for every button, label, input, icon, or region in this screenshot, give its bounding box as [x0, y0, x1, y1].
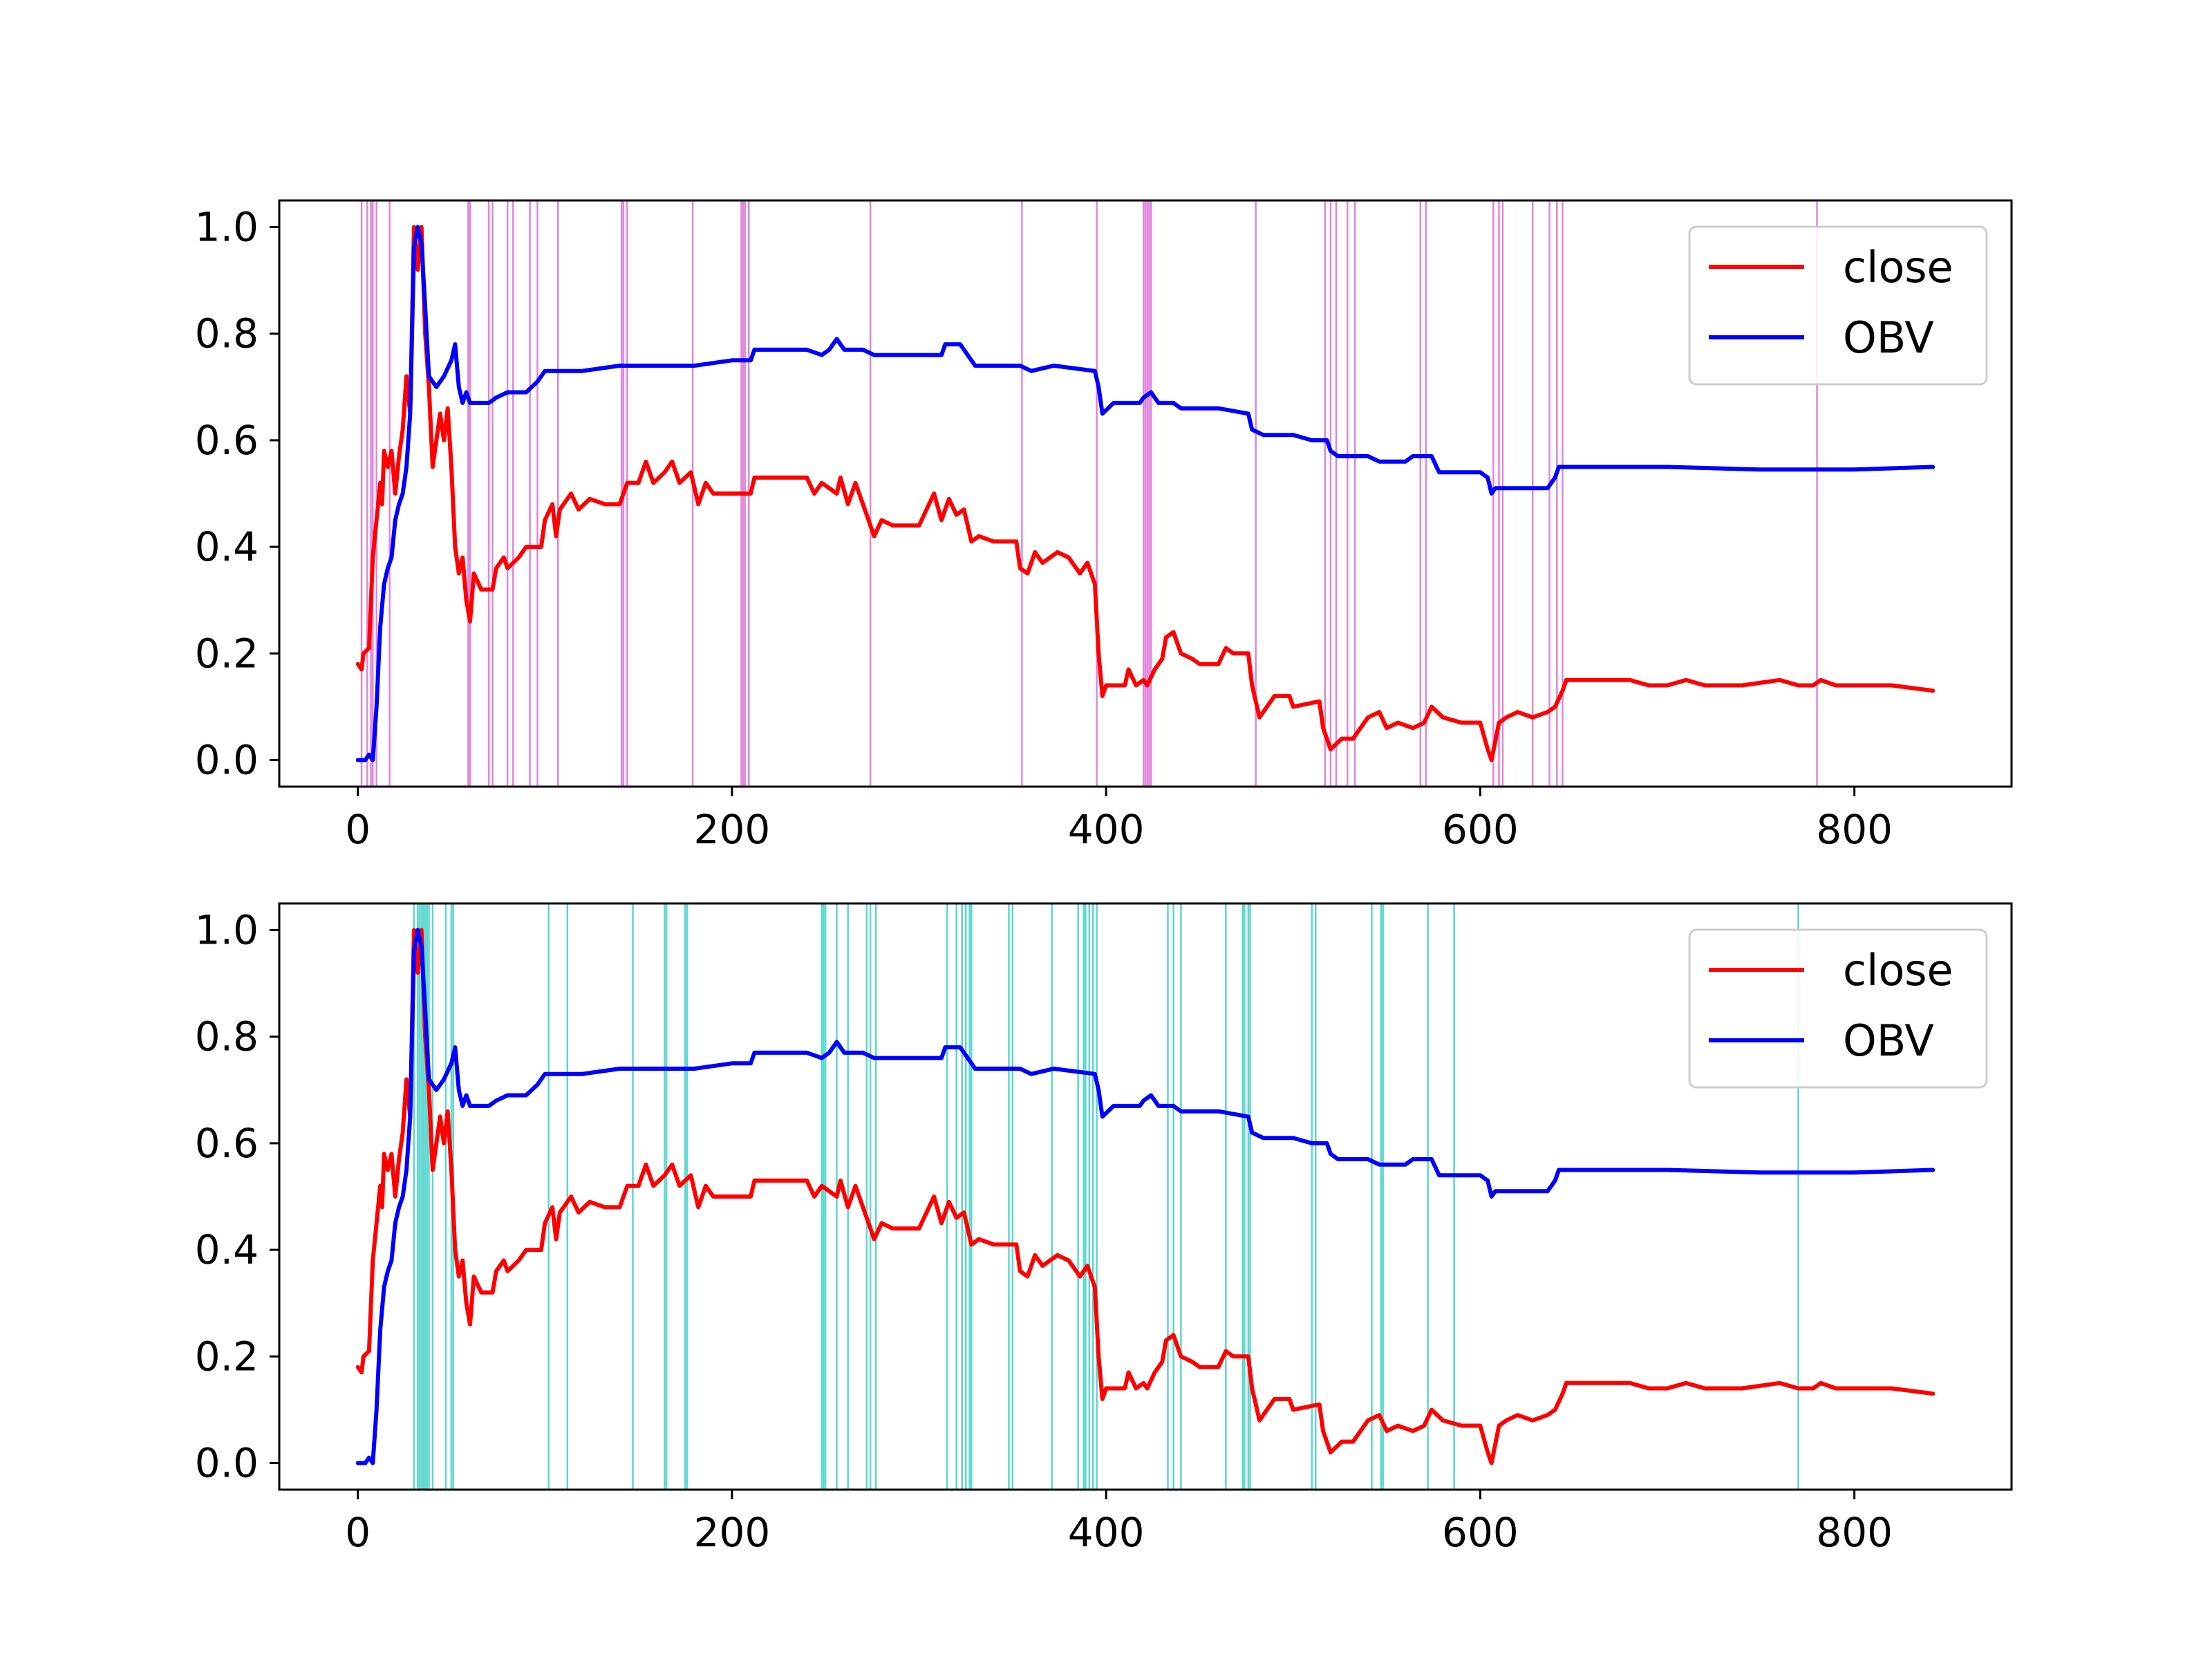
- subplot-1: 0 200 400 600 800 0.0 0.2 0.4 0.6 0.8 1.0 close OBV: [195, 199, 2013, 853]
- x-tick-label: 600: [1442, 806, 1519, 853]
- legend-label-close: close: [1843, 945, 1953, 995]
- y-tick-label: 0.0: [195, 736, 259, 783]
- axes-frame: [278, 199, 2013, 788]
- x-tick-label: 400: [1068, 806, 1145, 853]
- legend-label-close: close: [1843, 242, 1953, 292]
- x-tick-label: 0: [345, 806, 371, 853]
- plot-area: [355, 200, 1936, 787]
- series-line-close: [355, 928, 1936, 1465]
- subplot-2: 0 200 400 600 800 0.0 0.2 0.4 0.6 0.8 1.0 close OBV: [195, 902, 2013, 1556]
- y-tick-label: 0.4: [195, 1226, 259, 1273]
- y-tick-label: 0.8: [195, 1013, 259, 1060]
- series-line-close: [355, 225, 1936, 762]
- y-tick-label: 0.2: [195, 630, 259, 677]
- legend: close OBV: [1688, 928, 1988, 1089]
- x-tick-label: 600: [1442, 1509, 1519, 1556]
- y-tick-label: 1.0: [195, 907, 259, 954]
- y-tick-label: 0.6: [195, 417, 259, 464]
- legend-label-obv: OBV: [1843, 312, 1934, 363]
- x-tick-label: 400: [1068, 1509, 1145, 1556]
- plot-area: [355, 903, 1936, 1490]
- legend-label-obv: OBV: [1843, 1015, 1934, 1066]
- y-tick-label: 0.0: [195, 1439, 259, 1486]
- y-tick-label: 0.2: [195, 1333, 259, 1380]
- y-tick-label: 0.4: [195, 523, 259, 570]
- series-line-obv: [355, 928, 1936, 1465]
- axes-frame: [278, 902, 2013, 1491]
- legend: close OBV: [1688, 225, 1988, 386]
- x-tick-label: 200: [694, 806, 771, 853]
- series-line-obv: [355, 225, 1936, 762]
- x-tick-label: 800: [1816, 806, 1893, 853]
- y-tick-label: 0.8: [195, 310, 259, 357]
- y-tick-label: 1.0: [195, 204, 259, 251]
- x-tick-label: 800: [1816, 1509, 1893, 1556]
- x-tick-label: 0: [345, 1509, 371, 1556]
- x-tick-label: 200: [694, 1509, 771, 1556]
- y-tick-label: 0.6: [195, 1120, 259, 1167]
